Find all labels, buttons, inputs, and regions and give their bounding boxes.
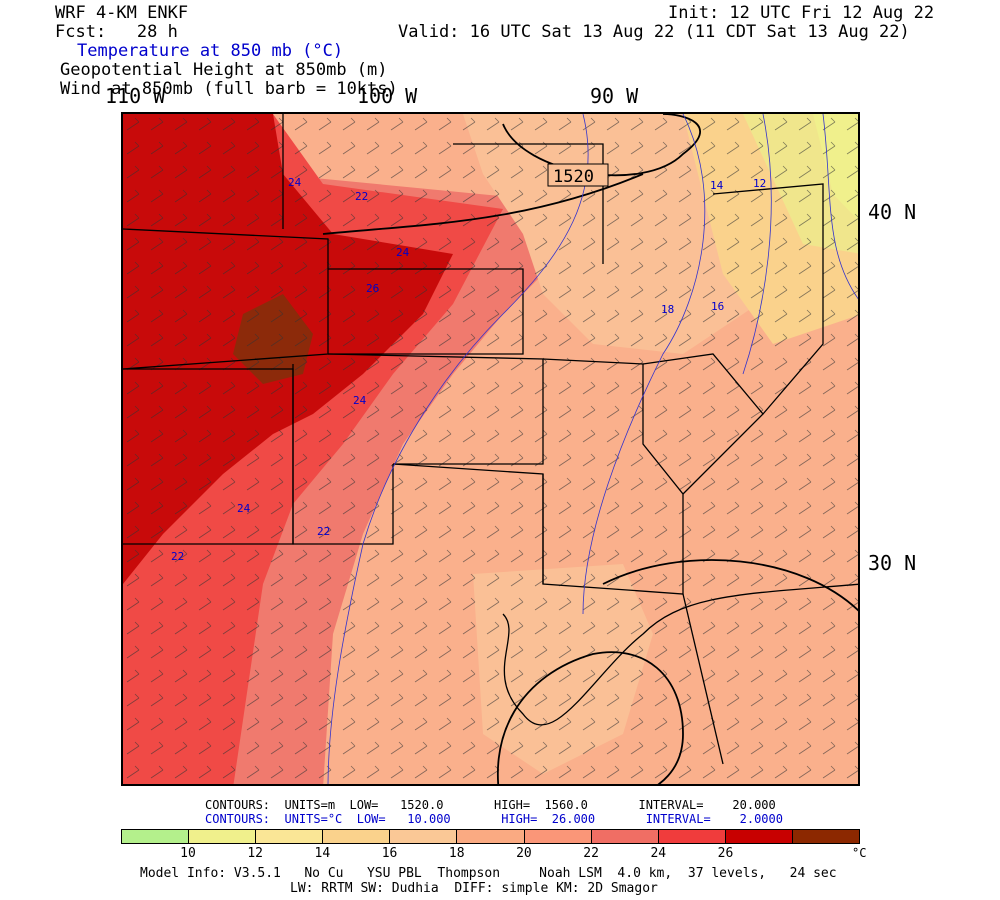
- temp-label: 16: [711, 300, 724, 313]
- model-title: WRF 4-KM ENKF: [55, 3, 189, 23]
- temp-label: 24: [237, 502, 251, 515]
- color-scale-tick-label: 12: [247, 846, 264, 861]
- height-label-box: [547, 163, 609, 187]
- color-scale-tick-label: 10: [180, 846, 196, 861]
- temp-label: 22: [317, 525, 330, 538]
- gulf-coastline: [502, 583, 858, 726]
- state-boundaries: [123, 114, 824, 765]
- lon-label-90w: 90 W: [590, 84, 639, 108]
- forecast-hour: Fcst: 28 h: [55, 22, 178, 42]
- lon-label-110w: 110 W: [105, 84, 166, 108]
- color-scale-tick-label: 16: [381, 846, 398, 861]
- temp-label: 24: [353, 394, 367, 407]
- map-canvas: 1520 24 22 24 26 24 24 22 22 18 16 14 12: [123, 114, 858, 784]
- color-scale-tick-label: 20: [516, 846, 532, 861]
- color-scale-segment: [792, 830, 860, 843]
- color-scale-segment: [524, 830, 592, 843]
- temp-label: 22: [171, 550, 184, 563]
- model-info: Model Info: V3.5.1 No Cu YSU PBL Thompso…: [140, 866, 837, 881]
- field-height-label: Geopotential Height at 850mb (m): [60, 60, 388, 80]
- color-scale-tick-label: 14: [314, 846, 331, 861]
- height-contours-info: CONTOURS: UNITS=m LOW= 1520.0 HIGH= 1560…: [205, 798, 776, 812]
- lon-label-100w: 100 W: [357, 84, 418, 108]
- temp-contours-info: CONTOURS: UNITS=°C LOW= 10.000 HIGH= 26.…: [205, 812, 783, 826]
- temp-label: 12: [753, 177, 766, 190]
- color-scale-segment: [591, 830, 659, 843]
- color-scale-bar: [121, 829, 860, 844]
- color-scale-tick-label: 24: [650, 846, 667, 861]
- height-label: 1520: [553, 167, 594, 187]
- color-scale-segment: [658, 830, 726, 843]
- temp-label: 14: [710, 179, 724, 192]
- field-wind-label: Wind at 850mb (full barb = 10kts): [60, 79, 398, 99]
- temperature-contours: [327, 114, 858, 784]
- color-scale-tick-label: 26: [717, 846, 734, 861]
- color-scale-tick-label: 18: [448, 846, 465, 861]
- temp-contour-labels: 24 22 24 26 24 24 22 22 18 16 14 12: [171, 176, 766, 563]
- field-temperature-label: Temperature at 850 mb (°C): [77, 41, 344, 61]
- temp-label: 26: [366, 282, 379, 295]
- lat-label-40n: 40 N: [868, 200, 917, 224]
- lat-label-30n: 30 N: [868, 551, 917, 575]
- color-scale-segment: [256, 830, 324, 843]
- color-scale-unit: °C: [852, 846, 867, 860]
- color-scale-segment: [189, 830, 257, 843]
- contour-label-group: 1520 24 22 24 26 24 24 22 22 18 16 14 12: [171, 163, 766, 563]
- init-time: Init: 12 UTC Fri 12 Aug 22: [668, 3, 935, 23]
- wind-barbs: [123, 114, 858, 784]
- temp-label: 24: [396, 246, 410, 259]
- temp-label: 24: [288, 176, 302, 189]
- temp-label: 22: [355, 190, 368, 203]
- color-scale-tick-label: 22: [583, 846, 599, 861]
- color-scale-segment: [725, 830, 793, 843]
- color-scale-segment: [323, 830, 391, 843]
- temp-label: 18: [661, 303, 674, 316]
- color-scale-segment: [122, 830, 190, 843]
- height-contours: [322, 114, 858, 784]
- color-scale-segment: [390, 830, 458, 843]
- color-scale-segment: [457, 830, 525, 843]
- physics-info: LW: RRTM SW: Dudhia DIFF: simple KM: 2D …: [290, 881, 658, 896]
- valid-time: Valid: 16 UTC Sat 13 Aug 22 (11 CDT Sat …: [398, 22, 910, 42]
- weather-map: 1520 24 22 24 26 24 24 22 22 18 16 14 12: [121, 112, 860, 786]
